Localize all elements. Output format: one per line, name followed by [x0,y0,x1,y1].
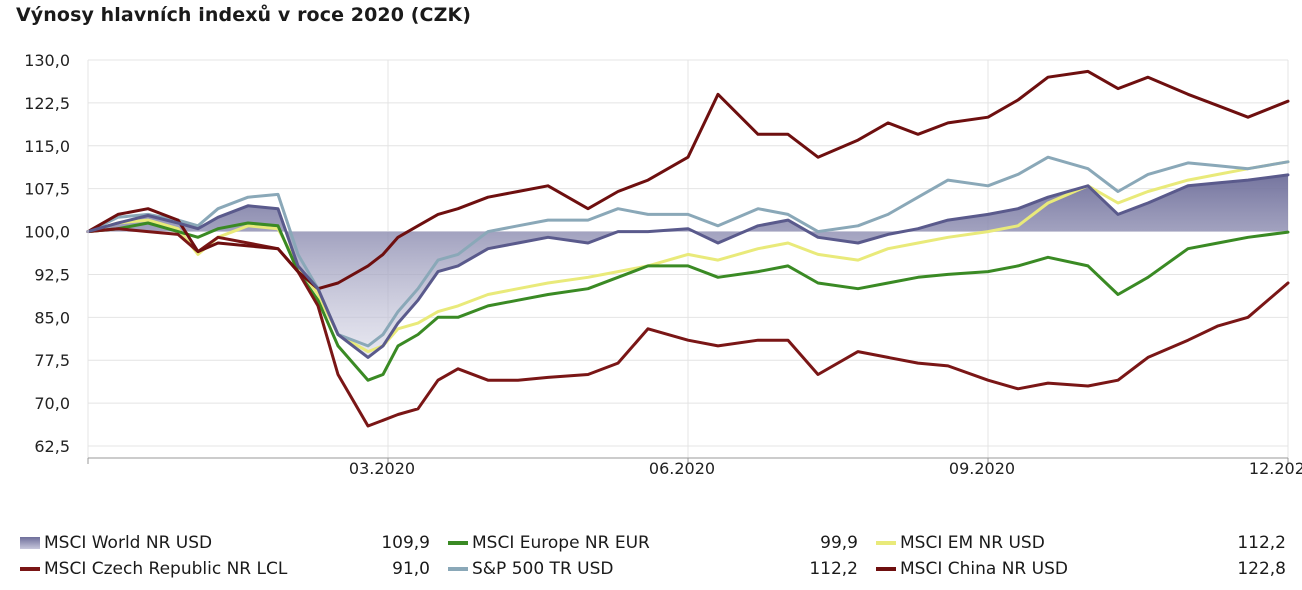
area-layer [88,174,1288,358]
grid [88,59,1289,458]
x-tick-label: 06.2020 [649,459,715,478]
legend-row: MSCI Czech Republic NR LCL 91,0 S&P 500 TR… [20,556,1292,582]
legend-series-name: MSCI World NR USD [44,533,213,553]
legend-series-value: 112,2 [809,559,858,579]
y-tick-label: 130,0 [24,51,70,70]
chart-title: Výnosy hlavních indexů v roce 2020 (CZK) [16,4,472,26]
series-line-2 [86,160,1290,354]
legend-series-value: 91,0 [392,559,430,579]
line-chart: 130,0 122,5 115,0 107,5 100,0 92,5 85,0 77,5 70,… [24,51,1302,478]
legend-series-value: 112,2 [1237,533,1286,553]
y-tick-label: 92,5 [34,265,70,284]
y-tick-label: 77,5 [34,351,70,370]
legend-swatch [876,567,896,571]
x-tick-label: 09.2020 [949,459,1015,478]
legend-swatch [448,541,468,545]
legend-item: MSCI Czech Republic NR LCL 91,0 [20,556,434,582]
series-lines [86,69,1290,428]
y-tick-label: 85,0 [34,308,70,327]
legend-row: MSCI World NR USD 109,9 MSCI Europe NR EUR… [20,530,1292,556]
y-tick-label: 115,0 [24,137,70,156]
legend-item: MSCI EM NR USD 112,2 [876,530,1290,556]
legend: MSCI World NR USD 109,9 MSCI Europe NR EUR… [20,530,1292,582]
legend-item: MSCI China NR USD 122,8 [876,556,1290,582]
legend-item: MSCI World NR USD 109,9 [20,530,434,556]
x-tick-label: 12.2020 [1249,459,1302,478]
series-line-5 [86,69,1290,291]
series-line-0 [86,173,1290,359]
series-line-1 [86,221,1290,382]
legend-series-value: 109,9 [381,533,430,553]
y-tick-label: 62,5 [34,437,70,456]
legend-series-name: MSCI EM NR USD [900,533,1045,553]
y-tick-label: 70,0 [34,394,70,413]
series-area-0 [88,174,1288,358]
legend-swatch [20,537,40,549]
legend-swatch [20,567,40,571]
legend-swatch [448,567,468,571]
legend-series-name: MSCI China NR USD [900,559,1068,579]
series-line-4 [86,155,1290,348]
y-tick-label: 122,5 [24,94,70,113]
y-tick-label: 107,5 [24,180,70,199]
x-tick-label: 03.2020 [349,459,415,478]
legend-series-name: MSCI Europe NR EUR [472,533,650,553]
legend-series-value: 99,9 [820,533,858,553]
legend-series-value: 122,8 [1237,559,1286,579]
legend-series-name: MSCI Czech Republic NR LCL [44,559,288,579]
axes: 130,0 122,5 115,0 107,5 100,0 92,5 85,0 77,5 70,… [24,51,1302,478]
legend-item: MSCI Europe NR EUR 99,9 [448,530,862,556]
legend-item: S&P 500 TR USD 112,2 [448,556,862,582]
legend-series-name: S&P 500 TR USD [472,559,614,579]
y-tick-label: 100,0 [24,223,70,242]
legend-swatch [876,541,896,545]
